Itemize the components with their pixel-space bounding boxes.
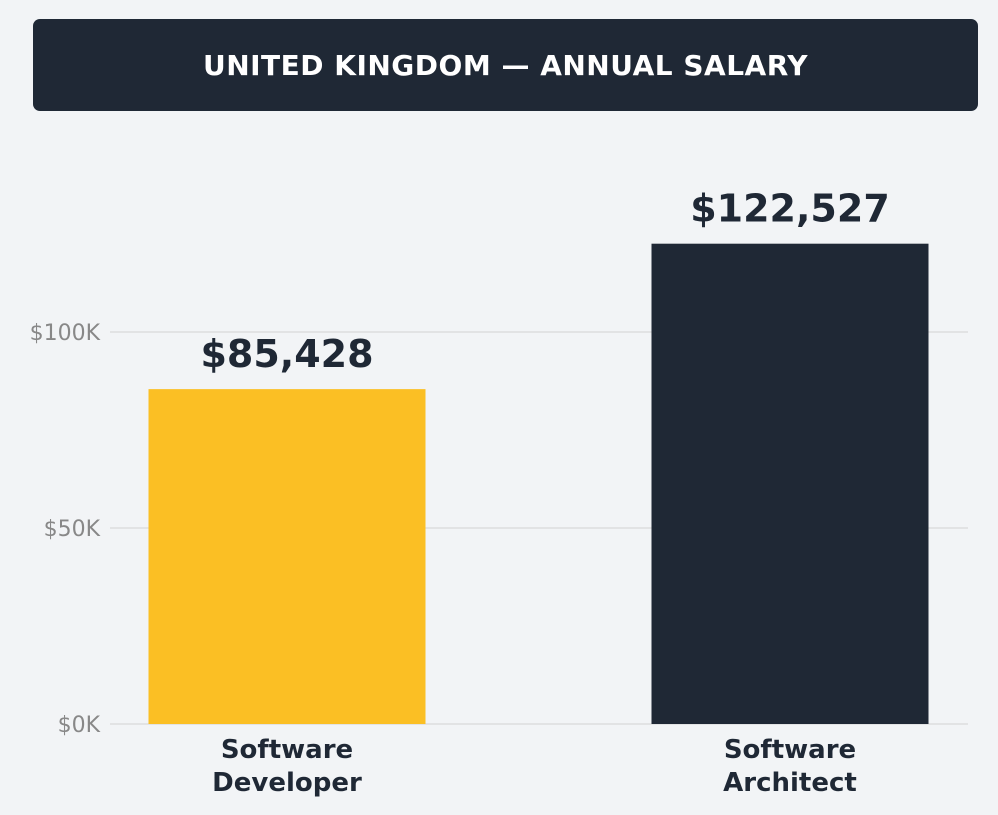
x-tick-label: Software <box>724 735 856 765</box>
bar <box>148 389 426 724</box>
chart-title-banner: UNITED KINGDOM — ANNUAL SALARY <box>33 19 978 111</box>
bar <box>651 243 929 724</box>
bar-value-label: $122,527 <box>690 187 890 231</box>
bar-value-label: $85,428 <box>200 332 373 376</box>
x-tick-label: Software <box>221 735 353 765</box>
y-tick-label: $50K <box>44 517 101 542</box>
x-tick-label: Architect <box>723 768 857 798</box>
y-tick-label: $100K <box>30 321 101 346</box>
x-tick-label: Developer <box>212 768 362 798</box>
chart-title: UNITED KINGDOM — ANNUAL SALARY <box>202 48 809 82</box>
y-tick-label: $0K <box>58 713 101 738</box>
